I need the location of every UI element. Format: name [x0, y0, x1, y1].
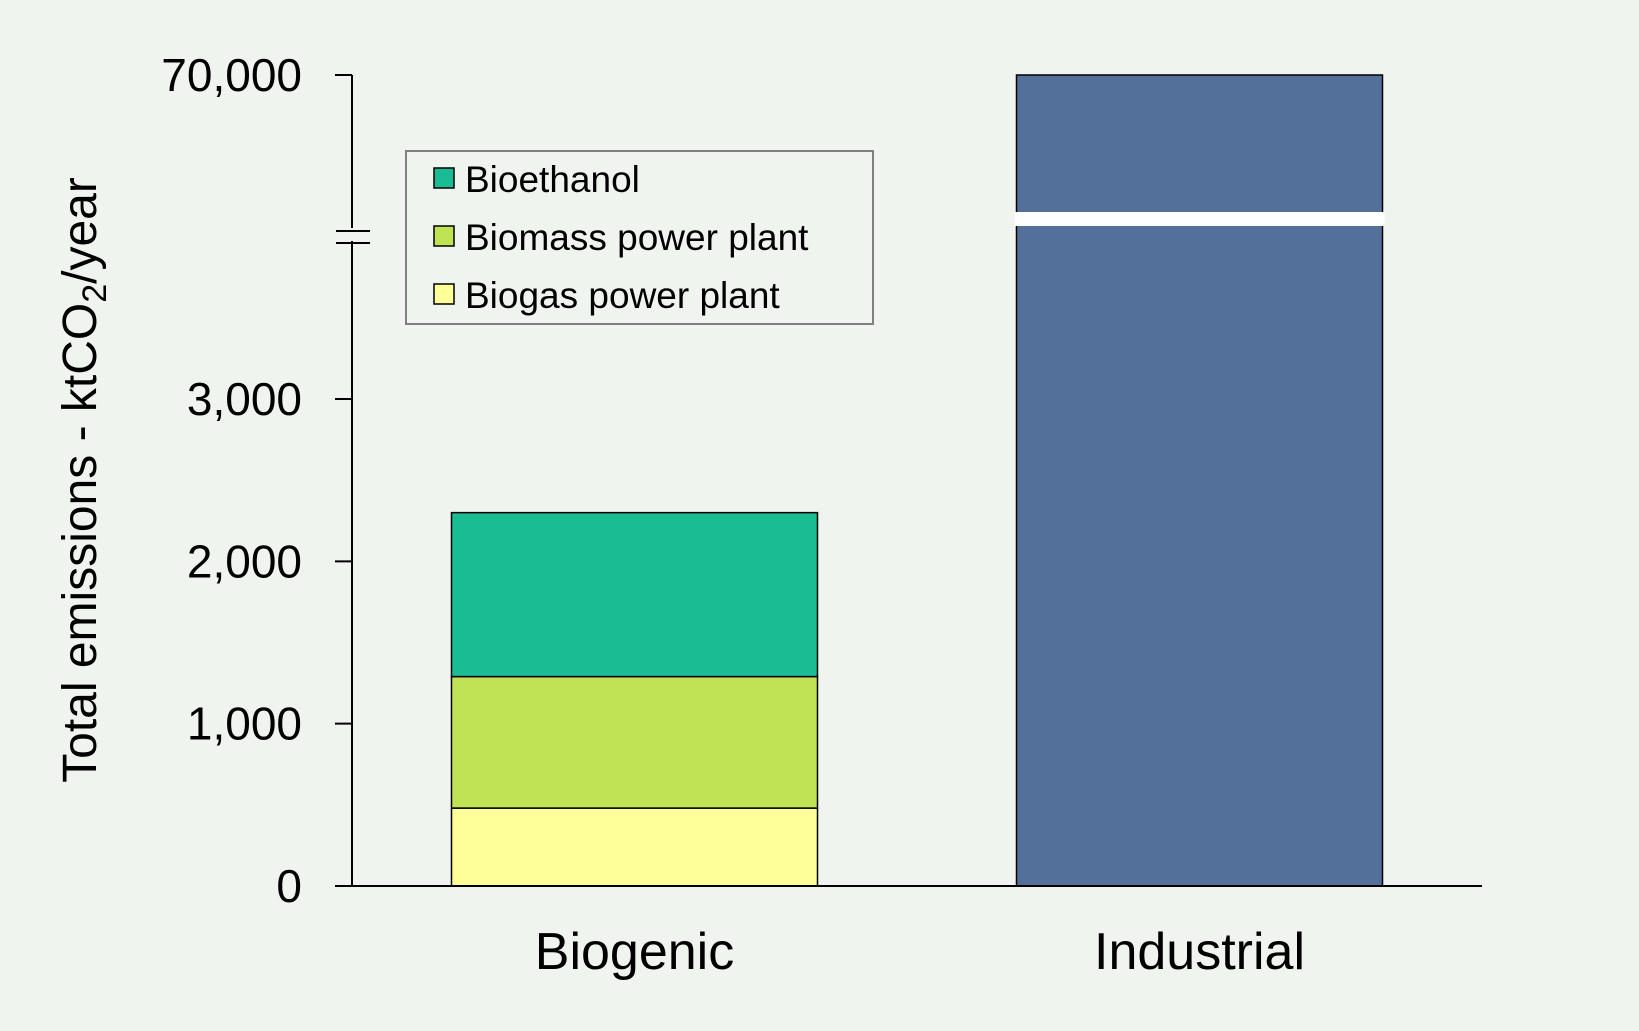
legend-item-biogas: Biogas power plant	[433, 275, 780, 316]
y-tick-label-4: 70,000	[161, 49, 302, 101]
y-axis-title-main: Total emissions - ktCO	[54, 303, 107, 783]
category-label-biogenic: Biogenic	[535, 923, 734, 981]
legend-swatch-bioethanol	[433, 167, 455, 189]
y-axis-title-tail: /year	[54, 177, 107, 284]
bar-biogenic-series-0	[450, 807, 819, 887]
bar-biogenic-series-2	[450, 511, 819, 678]
bar-industrial-series-3	[1015, 74, 1384, 887]
legend-label-bioethanol: Bioethanol	[465, 159, 640, 200]
legend-label-biomass: Biomass power plant	[465, 217, 809, 258]
y-axis-title-subscript: 2	[76, 284, 114, 303]
legend-swatch-biomass	[433, 225, 455, 247]
legend-box	[405, 150, 874, 325]
bar-biogenic-series-1	[450, 675, 819, 809]
y-tick-label-0: 0	[276, 860, 302, 912]
bars-group	[450, 74, 1385, 887]
bar-break-industrial	[1014, 212, 1385, 226]
axes-group	[335, 75, 1482, 887]
y-ticks-group: 0 1,000 2,000 3,000 70,000	[161, 49, 352, 912]
legend-item-bioethanol: Bioethanol	[433, 159, 640, 200]
y-axis-break-gap	[340, 228, 366, 241]
y-axis-title: Total emissions - ktCO2/year	[54, 177, 114, 783]
y-tick-label-1: 1,000	[187, 698, 302, 750]
category-label-industrial: Industrial	[1094, 923, 1305, 981]
y-tick-label-3: 3,000	[187, 373, 302, 425]
legend-swatch-biogas	[433, 283, 455, 305]
category-labels-group: Biogenic Industrial	[535, 923, 1305, 981]
legend-label-biogas: Biogas power plant	[465, 275, 780, 316]
legend-item-biomass: Biomass power plant	[433, 217, 809, 258]
legend: Bioethanol Biomass power plant Biogas po…	[405, 150, 874, 325]
y-tick-label-2: 2,000	[187, 535, 302, 587]
